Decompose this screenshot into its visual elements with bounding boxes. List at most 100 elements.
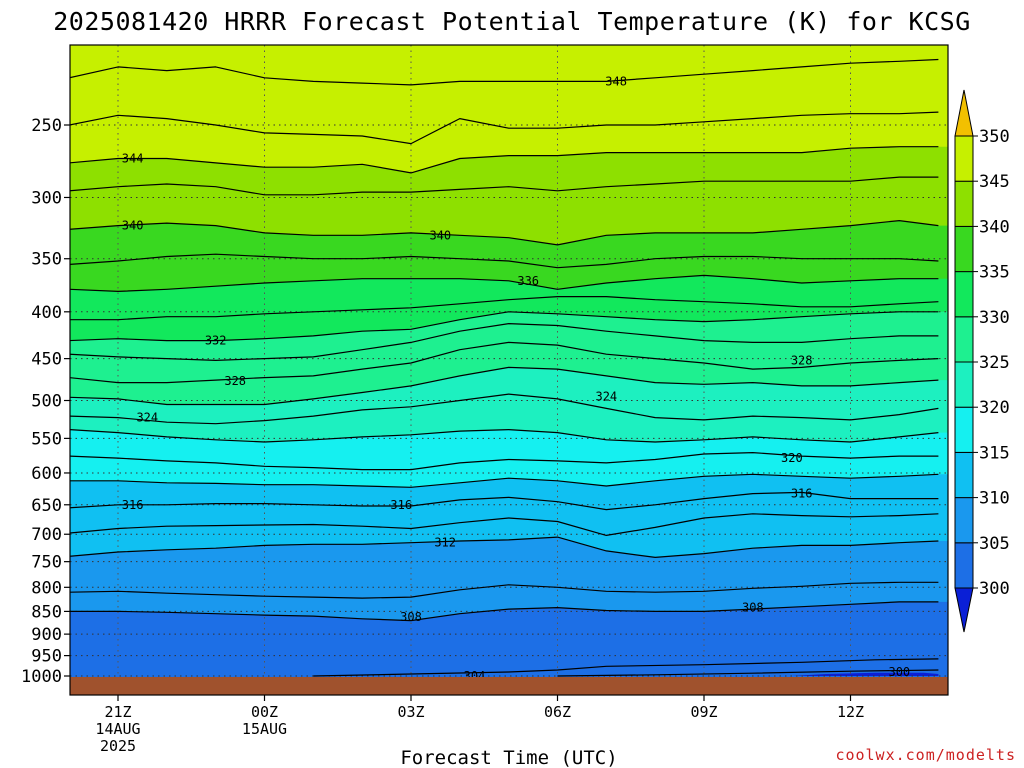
contour-label: 336 xyxy=(517,274,539,288)
contour-label: 344 xyxy=(122,152,144,166)
contour-line-312 xyxy=(70,536,939,558)
x-tick-label: 14AUG xyxy=(95,720,140,738)
contour-line-346 xyxy=(70,111,939,145)
contour-label: 332 xyxy=(205,334,227,348)
contour-line-310 xyxy=(70,581,939,599)
contour-label-text: 324 xyxy=(595,390,617,404)
y-tick-label: 250 xyxy=(31,116,62,136)
contour-label: 316 xyxy=(122,498,144,512)
contour-label: 324 xyxy=(595,390,617,404)
contour-label-text: 320 xyxy=(781,451,803,465)
band-below-308 xyxy=(70,601,948,695)
colorbar-label: 310 xyxy=(979,489,1010,509)
band-cold-pocket xyxy=(791,672,939,676)
contour-line-336 xyxy=(70,274,939,292)
contour-label-text: 340 xyxy=(429,228,451,242)
contour-label-text: 308 xyxy=(742,601,764,615)
contour-label: 328 xyxy=(791,353,813,367)
colorbar-box xyxy=(954,316,974,363)
y-axis-ticks: 250 300 350 400 450 500 550 600 650 700 750 800 850 9… xyxy=(21,116,70,687)
contour-label: 316 xyxy=(390,498,412,512)
contour-line-326 xyxy=(70,366,939,406)
y-tick-label: 650 xyxy=(31,496,62,516)
y-tick-label: 550 xyxy=(31,429,62,449)
colorbar-extend-bottom xyxy=(954,587,974,633)
contour-label: 340 xyxy=(122,219,144,233)
contour-label: 308 xyxy=(742,601,764,615)
colorbar-label: 350 xyxy=(979,127,1010,147)
contour-label-text: 308 xyxy=(400,610,422,624)
contour-line-314 xyxy=(70,513,939,536)
contour-label: 324 xyxy=(136,411,158,425)
contour-line-332 xyxy=(70,311,939,342)
x-tick-label: 00Z xyxy=(251,703,278,721)
contour-line-348 xyxy=(70,58,939,86)
plot-frame xyxy=(69,44,949,696)
contour-label-text: 332 xyxy=(205,334,227,348)
colorbar-extend-top xyxy=(954,89,974,137)
colorbar-box xyxy=(954,271,974,318)
contour-line-328 xyxy=(70,341,939,384)
credit-text: coolwx.com/modelts xyxy=(835,746,1016,764)
colorbar-box xyxy=(954,180,974,227)
x-tick-label: 12Z xyxy=(837,703,864,721)
contour-line-340 xyxy=(70,220,939,246)
contour-label-text: 316 xyxy=(390,498,412,512)
colorbar-label: 340 xyxy=(979,217,1010,237)
contour-line-316 xyxy=(70,491,939,511)
contour-label: 348 xyxy=(605,74,627,88)
contour-label: 316 xyxy=(791,487,813,501)
contour-line-334 xyxy=(70,296,939,321)
y-tick-label: 600 xyxy=(31,464,62,484)
contour-line-318 xyxy=(70,473,939,488)
y-tick-label: 1000 xyxy=(21,667,62,687)
chart-title: 2025081420 HRRR Forecast Potential Tempe… xyxy=(53,7,971,36)
contour-line-324 xyxy=(70,393,939,425)
colorbar-label: 325 xyxy=(979,353,1010,373)
contour-label-text: 340 xyxy=(122,219,144,233)
colorbar-box xyxy=(954,406,974,453)
contour-labels: 3043083123163203243283323363403443483163… xyxy=(122,74,910,683)
contour-line-330 xyxy=(70,323,939,361)
y-tick-label: 800 xyxy=(31,578,62,598)
contour-label-text: 328 xyxy=(791,353,813,367)
contour-line-338 xyxy=(70,253,939,269)
y-tick-label: 750 xyxy=(31,553,62,573)
colorbar-box xyxy=(954,542,974,589)
y-tick-label: 450 xyxy=(31,350,62,370)
y-tick-label: 900 xyxy=(31,625,62,645)
y-tick-label: 300 xyxy=(31,188,62,208)
contour-label-text: 300 xyxy=(888,665,910,679)
contour-label: 328 xyxy=(224,374,246,388)
contour-label: 320 xyxy=(781,451,803,465)
y-tick-label: 500 xyxy=(31,392,62,412)
colorbar-label: 330 xyxy=(979,308,1010,328)
y-tick-label: 700 xyxy=(31,525,62,545)
contour-label: 300 xyxy=(888,665,910,679)
contour-label-text: 312 xyxy=(434,536,456,550)
contour-label-text: 348 xyxy=(605,74,627,88)
contour-line-308 xyxy=(70,601,939,622)
colorbar: 300 305 310 315 320 325 330 335 340 345 350 xyxy=(954,89,1010,633)
y-tick-label: 850 xyxy=(31,602,62,622)
colorbar-label: 320 xyxy=(979,398,1010,418)
colorbar-box xyxy=(954,135,974,182)
colorbar-box xyxy=(954,451,974,499)
x-tick-label: 2025 xyxy=(100,737,136,755)
contour-lines xyxy=(70,58,939,677)
colorbar-box xyxy=(954,225,974,273)
y-tick-label: 950 xyxy=(31,647,62,667)
contour-label-text: 328 xyxy=(224,374,246,388)
y-tick-label: 350 xyxy=(31,250,62,270)
colorbar-label: 335 xyxy=(979,263,1010,283)
contour-label: 340 xyxy=(429,228,451,242)
y-tick-label: 400 xyxy=(31,303,62,323)
contour-line-320 xyxy=(70,452,939,471)
colorbar-box xyxy=(954,361,974,408)
x-tick-label: 15AUG xyxy=(242,720,287,738)
x-tick-label: 06Z xyxy=(544,703,571,721)
colorbar-label: 300 xyxy=(979,579,1010,599)
colorbar-box xyxy=(954,497,974,544)
contour-label: 308 xyxy=(400,610,422,624)
